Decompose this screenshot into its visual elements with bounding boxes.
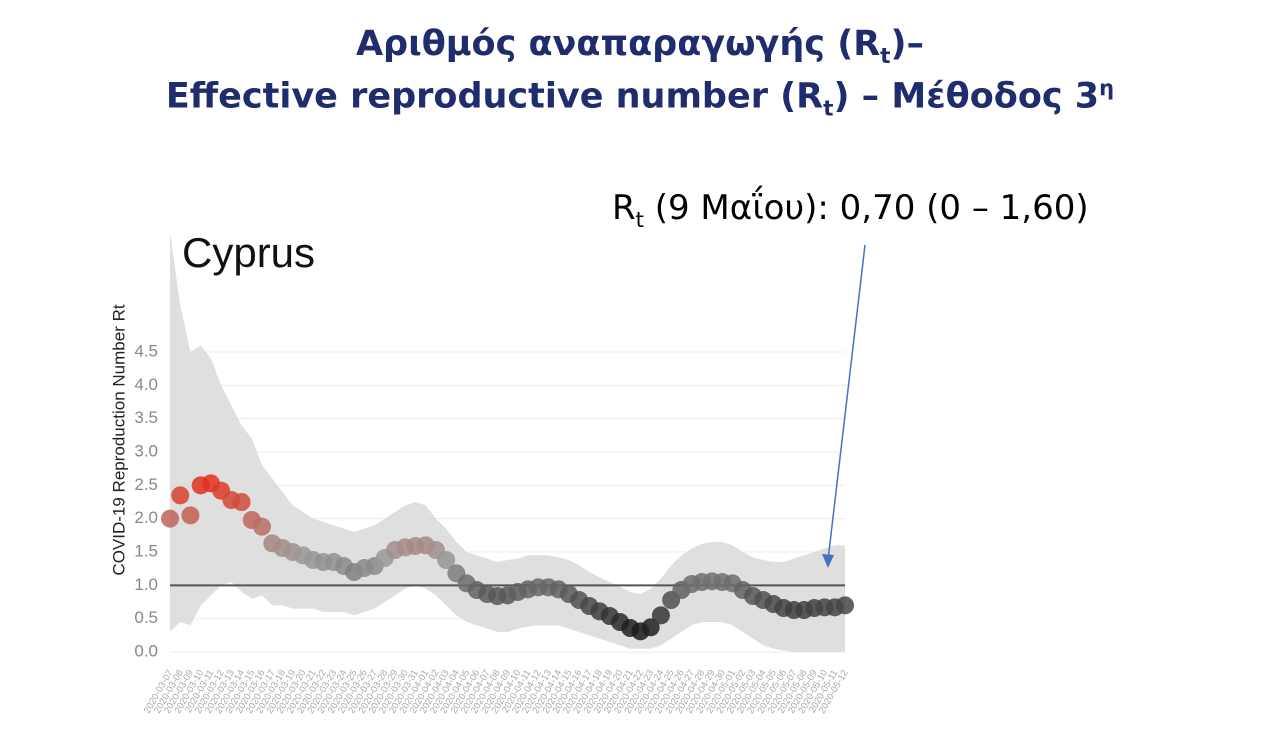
annotation-text: (9 Μαΐου): 0,70 (0 – 1,60) xyxy=(643,188,1089,228)
y-tick-label: 3.0 xyxy=(134,441,158,460)
title-text: Effective reproductive number (R xyxy=(165,76,824,117)
arrow xyxy=(827,244,866,561)
point xyxy=(232,493,251,512)
title-subscript: t xyxy=(880,44,891,69)
point xyxy=(181,506,200,525)
y-tick-label: 1.5 xyxy=(134,541,158,560)
y-axis-label: COVID-19 Reproduction Number Rt xyxy=(109,304,128,575)
title-line: Effective reproductive number (Rt) – Μέθ… xyxy=(0,76,1280,122)
title-text: Αριθμός αναπαραγωγής (R xyxy=(355,24,881,64)
title-text: ) – Μέθοδος 3 xyxy=(833,76,1100,117)
title-subscript: t xyxy=(823,96,834,122)
point xyxy=(171,486,190,505)
point xyxy=(437,551,456,570)
plot: 0.00.51.01.52.02.53.03.54.04.52020-03-07… xyxy=(134,232,854,716)
title-line: Αριθμός αναπαραγωγής (Rt)– xyxy=(0,24,1280,69)
arrow-head xyxy=(822,554,834,568)
annotation: Rt (9 Μαΐου): 0,70 (0 – 1,60) xyxy=(612,188,1089,232)
point xyxy=(836,596,854,615)
confidence-band xyxy=(170,232,845,653)
annotation-subscript: t xyxy=(635,206,644,232)
y-tick-label: 0.5 xyxy=(134,608,158,627)
title-superscript: η xyxy=(1099,76,1115,100)
chart-title: Cyprus xyxy=(182,229,315,276)
point xyxy=(651,606,670,625)
point xyxy=(161,509,179,528)
y-tick-label: 2.0 xyxy=(134,508,158,527)
title-text: )– xyxy=(890,24,925,64)
annotation-text: R xyxy=(612,188,636,228)
y-tick-label: 1.0 xyxy=(134,575,158,594)
point xyxy=(253,517,272,536)
point xyxy=(641,618,660,637)
y-tick-label: 0.0 xyxy=(134,641,158,660)
y-tick-label: 3.5 xyxy=(134,408,158,427)
y-tick-label: 4.0 xyxy=(134,375,158,394)
y-tick-label: 4.5 xyxy=(134,341,158,360)
y-tick-label: 2.5 xyxy=(134,475,158,494)
